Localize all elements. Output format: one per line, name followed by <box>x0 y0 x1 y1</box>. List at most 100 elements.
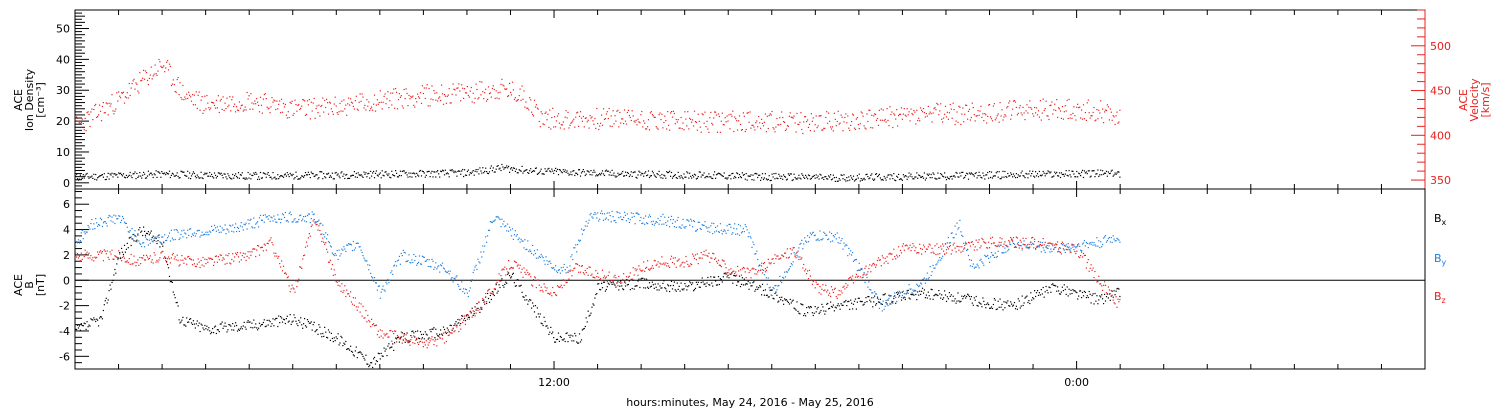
velocity-point <box>658 114 660 116</box>
ion-density-point <box>753 179 755 181</box>
field-bx-point <box>741 277 743 279</box>
field-bz-point <box>299 266 301 268</box>
ion-density-point <box>510 167 513 169</box>
velocity-point <box>563 128 565 130</box>
field-by-point <box>1109 241 1111 243</box>
field-bz-point <box>231 258 233 261</box>
field-bz-point <box>222 257 224 259</box>
field-by-point <box>142 242 144 244</box>
field-bz-point <box>199 266 201 269</box>
ion-density-point <box>536 173 538 175</box>
velocity-point <box>727 120 729 122</box>
field-by-point <box>828 238 830 240</box>
ion-density-point <box>272 172 274 174</box>
velocity-point <box>976 115 978 117</box>
ion-density-point <box>352 174 354 176</box>
velocity-point <box>924 116 926 118</box>
ion-density-point <box>617 172 619 174</box>
field-by-point <box>821 239 823 241</box>
velocity-point <box>351 102 354 104</box>
ion-density-point <box>487 172 489 174</box>
velocity-point <box>900 107 903 109</box>
field-bx-point <box>678 285 680 287</box>
field-bx-point <box>523 296 525 298</box>
ion-density-point <box>128 174 130 176</box>
field-bx-point <box>945 300 948 302</box>
field-bz-point <box>280 266 282 268</box>
velocity-point <box>368 101 370 103</box>
ion-density-point <box>464 169 466 171</box>
field-bz-point <box>82 254 84 256</box>
velocity-point <box>1047 115 1049 117</box>
field-bx-point <box>863 303 865 305</box>
ion-density-point <box>1086 173 1088 175</box>
field-by-point <box>671 222 674 224</box>
velocity-point <box>293 112 295 115</box>
velocity-point <box>418 96 420 98</box>
field-bx-point <box>221 321 223 323</box>
ion-density-point <box>787 173 789 175</box>
field-by-point <box>967 254 970 257</box>
field-bx-point <box>105 297 107 299</box>
ion-density-point <box>1050 171 1052 173</box>
field-bz-point <box>301 267 303 269</box>
ion-density-point <box>525 169 527 171</box>
velocity-point <box>619 111 621 114</box>
field-bz-point <box>181 255 183 257</box>
velocity-point <box>304 100 306 102</box>
velocity-point <box>486 100 488 102</box>
field-bx-point <box>858 297 860 299</box>
field-bz-point <box>332 274 334 276</box>
field-bx-point <box>761 283 764 285</box>
field-by-point <box>1110 237 1112 239</box>
velocity-point <box>231 99 233 101</box>
field-bz-point <box>150 261 152 263</box>
field-bx-point <box>486 302 488 305</box>
field-by-point <box>1010 244 1012 246</box>
ion-density-point <box>603 174 606 177</box>
velocity-point <box>648 129 651 131</box>
field-by-point <box>304 215 307 217</box>
velocity-point <box>1025 110 1027 112</box>
field-by-point <box>968 259 971 261</box>
field-by-point <box>234 227 236 229</box>
velocity-point <box>489 92 491 94</box>
field-by-point <box>621 218 623 221</box>
ion-density-point <box>202 177 204 180</box>
velocity-point <box>745 128 747 131</box>
field-bx-point <box>1006 302 1008 304</box>
field-bx-point <box>690 282 692 284</box>
field-bx-point <box>972 304 974 306</box>
field-bx-point <box>214 325 217 327</box>
field-by-point <box>267 218 269 220</box>
velocity-point <box>1050 104 1052 106</box>
field-bx-point <box>327 329 330 331</box>
field-bx-point <box>833 310 835 312</box>
ion-density-point <box>904 175 906 177</box>
ion-density-point <box>592 171 594 173</box>
field-by-point <box>215 230 217 232</box>
field-bz-point <box>289 291 291 293</box>
field-by-point <box>293 219 295 221</box>
velocity-point <box>723 124 725 126</box>
field-by-point <box>893 295 895 298</box>
field-by-point <box>586 225 588 227</box>
ion-density-point <box>573 170 575 172</box>
velocity-point <box>1075 119 1077 121</box>
field-by-point <box>598 220 600 222</box>
ion-density-point <box>541 173 543 175</box>
velocity-point <box>954 123 956 126</box>
field-bz-point <box>318 225 320 227</box>
field-bx-point <box>955 302 957 304</box>
ion-density-point <box>1035 175 1038 177</box>
ion-density-point <box>145 177 148 179</box>
field-by-point <box>906 291 908 294</box>
field-by-point <box>483 251 485 253</box>
field-bx-point <box>607 282 609 284</box>
field-bz-point <box>406 340 408 342</box>
ion-density-point <box>365 172 367 174</box>
velocity-point <box>569 124 571 126</box>
velocity-point <box>913 110 915 112</box>
velocity-point <box>340 110 342 112</box>
field-bz-point <box>170 257 172 259</box>
